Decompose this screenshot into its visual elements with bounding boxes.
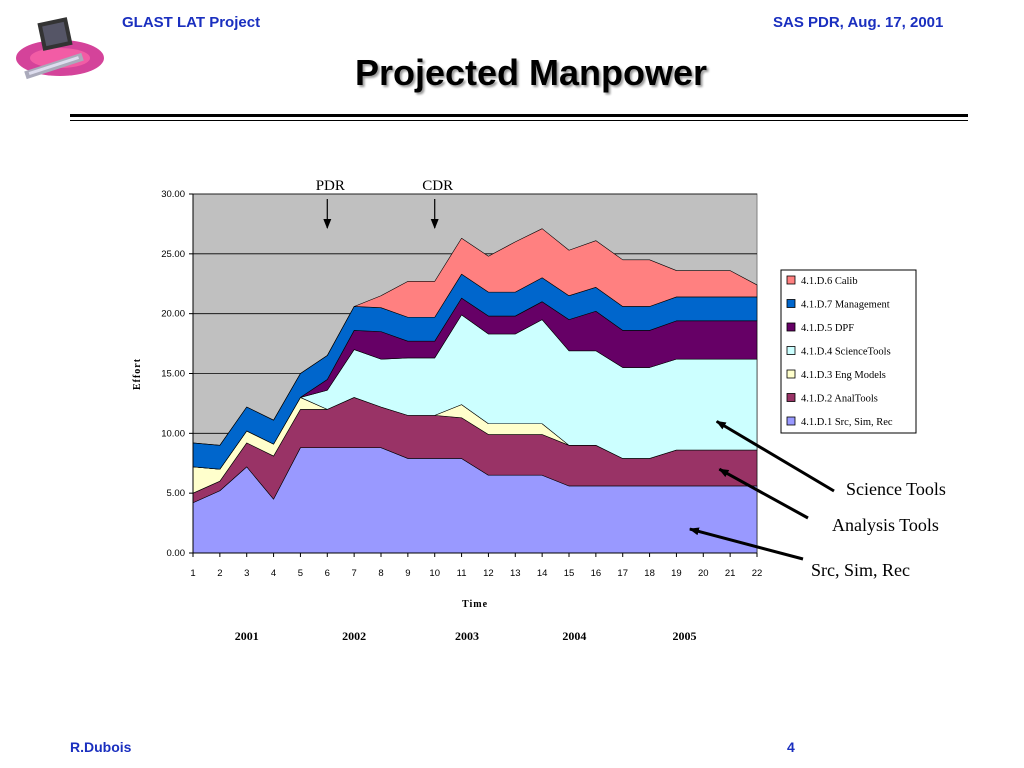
y-tick-label: 5.00 [167, 488, 186, 499]
x-axis-title: Time [462, 599, 488, 610]
legend-label: 4.1.D.4 ScienceTools [801, 347, 891, 358]
x-tick-label: 16 [591, 568, 602, 579]
milestone-label-pdr: PDR [316, 178, 345, 194]
annotation-science-tools: Science Tools [846, 479, 946, 499]
y-tick-label: 25.00 [161, 249, 185, 260]
y-tick-label: 0.00 [167, 548, 186, 559]
legend-label: 4.1.D.2 AnalTools [801, 394, 878, 405]
annotation-arrow-src-sim-rec [688, 527, 804, 561]
footer-author: R.Dubois [70, 739, 132, 755]
x-tick-label: 8 [378, 568, 383, 579]
annotation-src-sim-rec: Src, Sim, Rec [811, 560, 910, 580]
legend-swatch [786, 346, 796, 355]
title-rule [70, 114, 968, 117]
title-rule-thin [70, 120, 968, 121]
legend-label: 4.1.D.5 DPF [801, 323, 854, 334]
x-tick-label: 2 [217, 568, 222, 579]
year-label-2002: 2002 [342, 629, 366, 643]
legend-swatch [786, 393, 796, 402]
annotation-arrow-analysis-tools [718, 467, 809, 520]
x-tick-label: 5 [298, 568, 303, 579]
legend-label: 4.1.D.7 Management [801, 300, 890, 311]
y-tick-label: 30.00 [161, 189, 185, 200]
legend-label: 4.1.D.1 Src, Sim, Rec [801, 417, 893, 428]
header-meeting: SAS PDR, Aug. 17, 2001 [773, 14, 944, 31]
area-series-calib [192, 228, 758, 446]
x-tick-label: 13 [510, 568, 521, 579]
x-tick-label: 22 [752, 568, 763, 579]
year-label-2004: 2004 [562, 629, 586, 643]
header-project: GLAST LAT Project [122, 14, 261, 31]
x-tick-label: 20 [698, 568, 709, 579]
y-tick-label: 10.00 [161, 428, 185, 439]
x-tick-label: 3 [244, 568, 249, 579]
x-tick-label: 7 [351, 568, 356, 579]
x-tick-label: 9 [405, 568, 410, 579]
annotation-analysis-tools: Analysis Tools [832, 515, 939, 535]
x-tick-label: 6 [325, 568, 330, 579]
x-tick-label: 4 [271, 568, 276, 579]
legend-swatch [786, 322, 796, 332]
year-label-2001: 2001 [235, 629, 259, 643]
annotation-arrow-science-tools [715, 420, 835, 493]
x-tick-label: 1 [190, 568, 195, 579]
slide-title: Projected Manpower [354, 52, 708, 93]
glast-logo-icon [16, 17, 104, 80]
legend-swatch [786, 369, 796, 379]
x-tick-label: 17 [617, 568, 628, 579]
x-tick-label: 21 [725, 568, 736, 579]
legend-swatch [786, 275, 796, 285]
legend-label: 4.1.D.6 Calib [801, 276, 858, 287]
x-tick-label: 15 [564, 568, 575, 579]
legend-label: 4.1.D.3 Eng Models [801, 370, 886, 381]
milestone-label-cdr: CDR [422, 178, 453, 194]
x-tick-label: 19 [671, 568, 682, 579]
legend-swatch [786, 299, 796, 308]
x-tick-label: 14 [537, 568, 548, 579]
legend-swatch [786, 416, 796, 426]
legend-box [780, 269, 917, 434]
y-axis-title: Effort [132, 358, 143, 390]
x-tick-label: 11 [457, 568, 467, 579]
y-tick-label: 15.00 [161, 369, 185, 380]
page-number: 4 [787, 739, 795, 755]
year-label-2005: 2005 [672, 629, 696, 643]
x-tick-label: 18 [644, 568, 655, 579]
x-tick-label: 12 [483, 568, 494, 579]
year-label-2003: 2003 [455, 629, 479, 643]
y-tick-label: 20.00 [161, 309, 185, 320]
x-tick-label: 10 [429, 568, 440, 579]
